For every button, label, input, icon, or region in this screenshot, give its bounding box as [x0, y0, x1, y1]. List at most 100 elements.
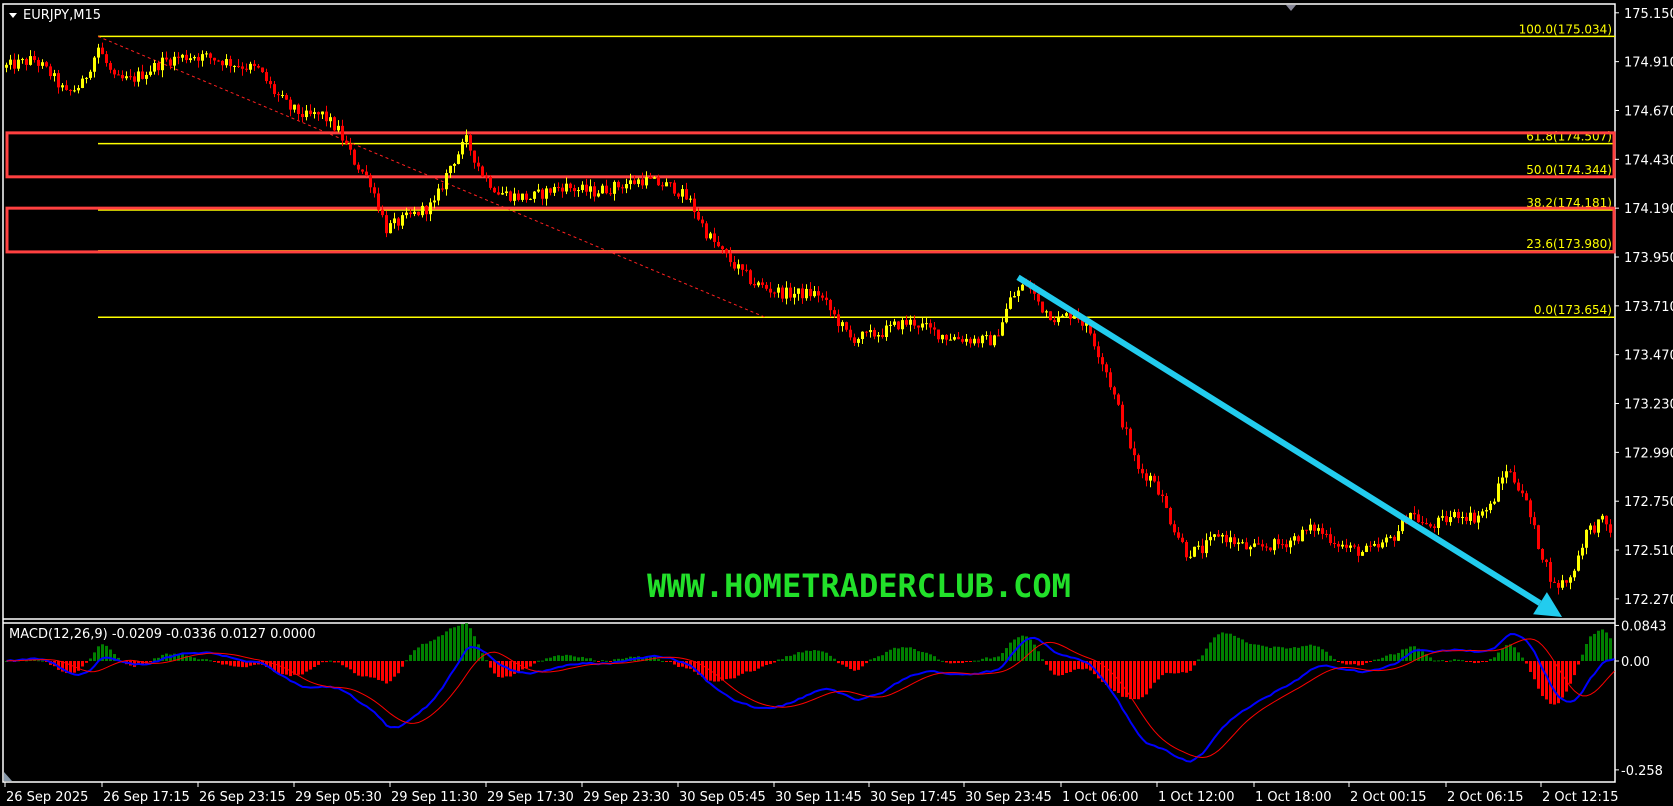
candle-body: [737, 264, 740, 269]
candle-body: [989, 335, 992, 346]
candle: [649, 172, 652, 180]
candle-body: [1577, 555, 1580, 571]
resistance-zones[interactable]: [5, 131, 1616, 254]
macd-histogram-bar: [249, 661, 252, 666]
candle-body: [793, 293, 796, 298]
candle: [141, 64, 144, 80]
candle: [417, 211, 420, 217]
price-tick-label: 175.150: [1624, 7, 1673, 22]
candle: [29, 50, 32, 66]
zone-rectangle[interactable]: [5, 206, 1616, 254]
macd-histogram-bar: [1349, 661, 1352, 665]
macd-histogram-bar: [605, 660, 608, 662]
candle: [1185, 540, 1188, 561]
price-tick-label: 173.230: [1624, 398, 1673, 413]
scroll-marker-icon[interactable]: [4, 772, 12, 781]
candle-body: [37, 59, 40, 66]
candle-body: [181, 54, 184, 58]
dropdown-triangle-icon[interactable]: [9, 13, 17, 18]
chart-shift-marker-icon[interactable]: [1286, 5, 1296, 11]
candle-body: [1237, 542, 1240, 545]
symbol-title[interactable]: EURJPY,M15: [9, 8, 101, 23]
candle: [1321, 523, 1324, 540]
zone-rectangle[interactable]: [5, 131, 1616, 179]
candle-body: [1369, 545, 1372, 547]
candle: [437, 183, 440, 206]
candle: [213, 57, 216, 65]
candle-body: [253, 63, 256, 66]
macd-histogram-bar: [929, 654, 932, 661]
time-tick-label: 2 Oct 12:15: [1542, 790, 1618, 805]
candle-body: [157, 63, 160, 71]
fib-level-label: 38.2(174.181): [1526, 196, 1612, 210]
candle-body: [1265, 546, 1268, 548]
candle: [1205, 533, 1208, 558]
candle-body: [1257, 543, 1260, 545]
candle-body: [449, 165, 452, 174]
macd-axis[interactable]: 0.0843 0.00 -0.258: [1615, 619, 1667, 779]
candle: [1449, 510, 1452, 526]
candle: [725, 248, 728, 258]
candle: [541, 187, 544, 206]
macd-histogram-bar: [513, 661, 516, 674]
candle-body: [1565, 580, 1568, 583]
candle-body: [1525, 493, 1528, 501]
time-axis[interactable]: 26 Sep 2025 26 Sep 17:15 26 Sep 23:15 29 Se…: [4, 782, 1618, 805]
candle-body: [493, 187, 496, 193]
candle: [409, 208, 412, 218]
candle-body: [601, 185, 604, 194]
candle: [989, 331, 992, 346]
candle-body: [673, 182, 676, 194]
macd-histogram-bar: [761, 661, 764, 667]
candle-body: [397, 218, 400, 226]
macd-histogram-bar: [1005, 648, 1008, 661]
candle: [1493, 498, 1496, 505]
candle: [341, 119, 344, 147]
candle-body: [1485, 510, 1488, 512]
candle: [1413, 506, 1416, 520]
macd-histogram-bar: [1397, 652, 1400, 661]
candle: [765, 281, 768, 291]
candle-body: [125, 76, 128, 79]
macd-histogram-bar: [849, 661, 852, 670]
macd-histogram-bar: [1593, 633, 1596, 661]
candle: [881, 328, 884, 339]
macd-histogram-bar: [641, 657, 644, 661]
candle-body: [1261, 544, 1264, 547]
candle: [361, 169, 364, 174]
candle: [1189, 550, 1192, 559]
macd-histogram-bar: [733, 661, 736, 679]
candle: [1113, 385, 1116, 400]
candle: [697, 207, 700, 221]
trend-arrow[interactable]: [1016, 274, 1563, 617]
candle: [157, 60, 160, 76]
candle-body: [853, 337, 856, 343]
macd-histogram-bar: [429, 641, 432, 661]
macd-histogram-bar: [585, 658, 588, 661]
candle-body: [421, 205, 424, 216]
trend-arrow-line[interactable]: [1016, 274, 1542, 606]
price-axis[interactable]: 175.150 174.910 174.670 174.430 174.190 173.9…: [1615, 7, 1673, 608]
candle-body: [1101, 357, 1104, 365]
candle-body: [285, 95, 288, 100]
candle: [113, 68, 116, 79]
candle-body: [1573, 570, 1576, 578]
candle: [981, 334, 984, 348]
candle-body: [1153, 475, 1156, 482]
macd-histogram-bar: [497, 661, 500, 677]
candle-body: [521, 193, 524, 200]
macd-histogram-bar: [277, 661, 280, 674]
candle-body: [1253, 543, 1256, 547]
macd-histogram-bar: [273, 661, 276, 672]
arrow-head-icon[interactable]: [1533, 592, 1563, 617]
candle: [757, 280, 760, 288]
candle: [189, 53, 192, 63]
macd-histogram-bar: [325, 661, 328, 663]
candle-body: [85, 77, 88, 79]
candle-body: [469, 135, 472, 151]
macd-histogram-bar: [581, 656, 584, 661]
macd-histogram-bar: [793, 654, 796, 661]
candle-body: [297, 104, 300, 115]
candle: [1021, 283, 1024, 291]
